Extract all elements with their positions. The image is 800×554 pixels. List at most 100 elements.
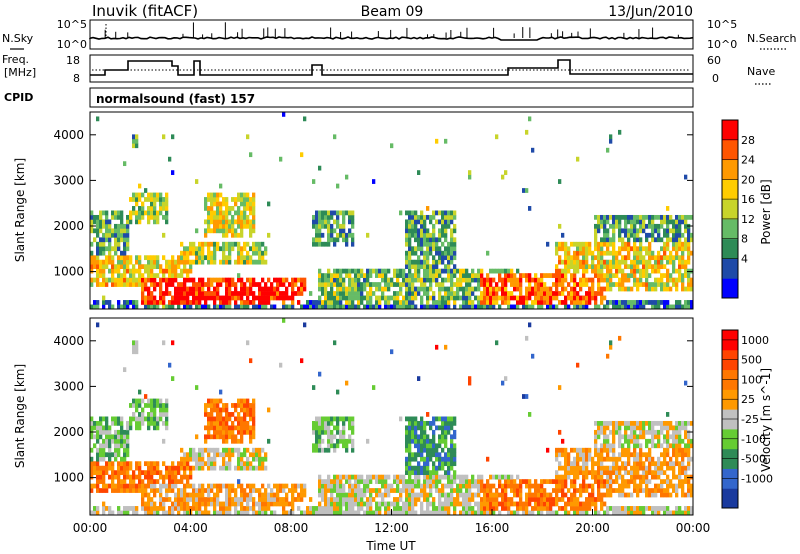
power-cell (660, 259, 664, 265)
power-cell (420, 282, 424, 287)
power-cell (282, 277, 286, 283)
power-cell (645, 277, 649, 283)
velocity-cell (681, 492, 685, 498)
power-cell (408, 223, 412, 229)
velocity-cell (624, 447, 628, 453)
power-cell (210, 197, 214, 202)
power-cell (114, 214, 118, 220)
power-cell (219, 259, 223, 265)
power-cell (144, 304, 148, 310)
power-cell (594, 268, 598, 274)
power-cell (321, 219, 325, 225)
velocity-ytick-label: 2000 (53, 425, 84, 439)
power-cell (168, 282, 172, 287)
power-cell (237, 241, 241, 247)
power-cell (495, 295, 499, 301)
velocity-cell (249, 492, 253, 498)
power-cell (684, 174, 688, 180)
power-cell (564, 286, 568, 292)
velocity-cell (372, 497, 376, 502)
power-cell (150, 201, 154, 207)
power-cell (672, 268, 676, 274)
velocity-cell (201, 456, 205, 462)
power-cell (384, 268, 388, 274)
velocity-cell (432, 465, 436, 471)
power-cell (636, 255, 640, 261)
power-cell (444, 246, 448, 252)
power-cell (402, 282, 406, 287)
velocity-cell (228, 452, 232, 458)
velocity-cell (426, 438, 430, 444)
power-cell (249, 219, 253, 225)
power-cell (684, 268, 688, 274)
velocity-cell (438, 501, 442, 507)
power-cell (585, 259, 589, 265)
power-cell (600, 255, 604, 261)
power-cell (549, 304, 553, 310)
power-cell (324, 223, 328, 229)
velocity-cell (195, 492, 199, 498)
velocity-cell (342, 434, 346, 440)
velocity-cell (627, 483, 631, 489)
power-cell (450, 219, 454, 225)
power-cell (453, 295, 457, 301)
velocity-cell (654, 434, 658, 440)
velocity-cell (498, 479, 502, 484)
velocity-cell (426, 483, 430, 489)
velocity-cell (351, 488, 355, 493)
power-cell (405, 300, 409, 305)
velocity-cell (345, 474, 349, 480)
velocity-cell (207, 510, 211, 516)
velocity-cell (417, 465, 421, 471)
velocity-cell (240, 465, 244, 471)
velocity-cell (678, 461, 682, 467)
velocity-cell (603, 465, 607, 471)
power-cell (591, 268, 595, 274)
velocity-cell (690, 443, 694, 449)
power-cell (384, 273, 388, 278)
velocity-cell (126, 506, 130, 511)
power-cell (441, 300, 445, 305)
velocity-xtick-label: 00:00 (73, 521, 108, 535)
power-cell (297, 277, 301, 283)
power-cell (492, 268, 496, 274)
power-cell (150, 214, 154, 220)
power-cell (243, 255, 247, 261)
power-cell (162, 197, 166, 202)
power-cell (591, 291, 595, 296)
power-colorbar-frame (721, 119, 739, 299)
velocity-cell (336, 510, 340, 516)
velocity-cell (657, 483, 661, 489)
power-cell (174, 268, 178, 274)
power-cell (435, 300, 439, 305)
power-cell (168, 259, 172, 265)
power-cell (642, 223, 646, 229)
velocity-cell (480, 510, 484, 516)
velocity-cell (378, 506, 382, 511)
velocity-cell (195, 501, 199, 507)
power-cell (426, 300, 430, 305)
velocity-cell (399, 506, 403, 511)
velocity-cell (558, 506, 562, 511)
power-cell (426, 273, 430, 278)
velocity-cell (459, 483, 463, 489)
velocity-cell (603, 492, 607, 498)
power-cell (204, 241, 208, 247)
velocity-cell (651, 420, 655, 426)
power-cell (447, 286, 451, 292)
power-cell (198, 277, 202, 283)
power-cell (225, 241, 229, 247)
velocity-cell (165, 510, 169, 516)
power-cell (96, 214, 100, 220)
power-cell (456, 295, 460, 301)
velocity-cell (192, 492, 196, 498)
velocity-cell (603, 434, 607, 440)
velocity-cell (522, 501, 526, 507)
power-cell (672, 241, 676, 247)
velocity-cell (234, 416, 238, 422)
velocity-cell (99, 488, 103, 493)
velocity-cell (99, 452, 103, 458)
power-cell (609, 237, 613, 243)
power-cell (690, 232, 694, 238)
